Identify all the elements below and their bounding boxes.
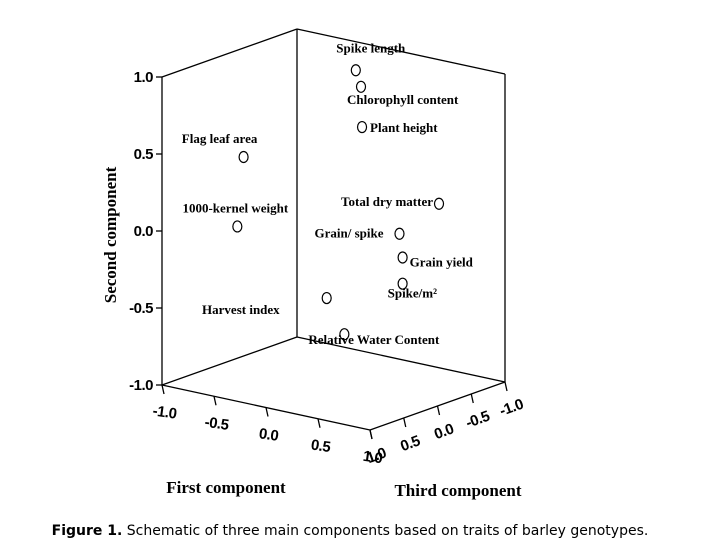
x-tick [213, 396, 217, 406]
z-tick [369, 429, 373, 440]
caption-label: Figure 1. [52, 523, 123, 539]
z-tick-label: -0.5 [464, 408, 492, 432]
point-label: 1000-kernel weight [182, 200, 288, 215]
z-axis-title: Third component [394, 481, 521, 500]
x-tick-label: -1.0 [152, 402, 178, 422]
y-tick-label: 1.0 [134, 69, 154, 86]
caption: Figure 1. Schematic of three main compon… [52, 523, 649, 539]
caption-text: Schematic of three main components based… [127, 523, 649, 539]
point-label: Spike length [336, 40, 406, 55]
box-edge [296, 28, 506, 75]
x-tick [317, 418, 321, 428]
point-label: Grain/ spike [314, 226, 383, 241]
x-tick-label: 0.0 [258, 425, 280, 445]
x-tick [161, 384, 165, 395]
x-tick-label: 0.5 [310, 437, 332, 457]
y-tick-label: 0.0 [134, 223, 154, 240]
x-axis-title: First component [166, 478, 286, 497]
z-tick-label: 0.5 [398, 432, 422, 455]
point [350, 64, 361, 77]
x-tick-label: 1.0 [362, 448, 384, 468]
z-tick [470, 393, 474, 404]
y-axis-title: Second component [101, 166, 120, 303]
x-tick [265, 407, 269, 417]
z-tick-label: 0.0 [432, 420, 456, 443]
z-tick-label: 1.0 [364, 444, 388, 467]
point [433, 197, 445, 210]
point [397, 277, 408, 290]
z-tick [436, 405, 441, 416]
z-tick [403, 417, 407, 428]
point [356, 120, 368, 134]
point-label: Spike/m² [388, 286, 438, 301]
point-label: Chlorophyll content [347, 92, 459, 107]
point [355, 80, 367, 93]
point-label: Total dry matter [341, 194, 433, 209]
y-tick-label: -0.5 [129, 300, 153, 317]
box-edge [161, 336, 298, 386]
point-label: Plant height [370, 120, 438, 135]
point [232, 220, 243, 233]
x-tick-label: -0.5 [204, 414, 230, 434]
z-tick [504, 381, 508, 392]
box-edge [161, 28, 298, 78]
point-label: Relative Water Content [308, 332, 440, 347]
y-tick-label: 0.5 [134, 146, 154, 163]
point [238, 150, 249, 164]
point-label: Harvest index [202, 302, 280, 317]
point [397, 251, 408, 264]
y-tick-label: -1.0 [129, 377, 153, 394]
point-label: Grain yield [410, 254, 474, 269]
point [339, 328, 350, 341]
box-edge [296, 336, 506, 383]
point [394, 227, 405, 240]
point-label: Flag leaf area [182, 131, 258, 146]
z-tick-label: -1.0 [497, 396, 525, 420]
point [321, 291, 332, 305]
